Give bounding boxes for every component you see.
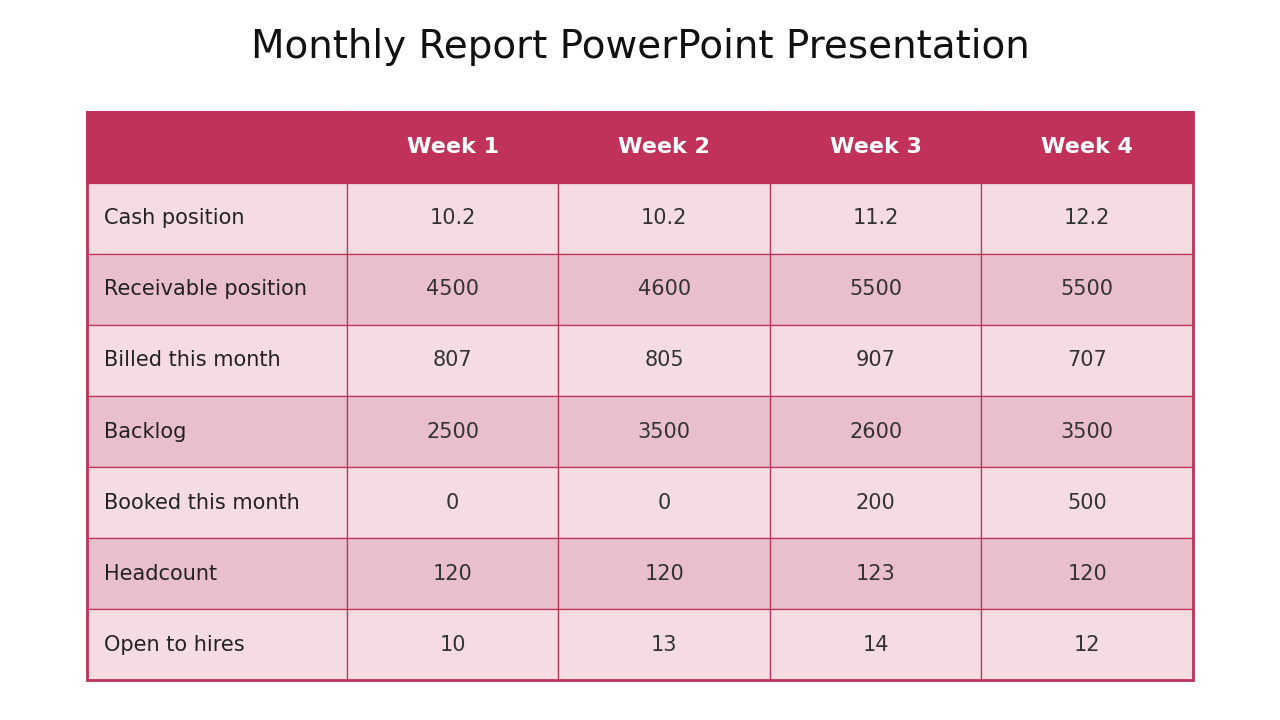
Text: Open to hires: Open to hires bbox=[104, 635, 244, 655]
Text: 3500: 3500 bbox=[1061, 421, 1114, 441]
Text: 120: 120 bbox=[1068, 564, 1107, 584]
Text: 14: 14 bbox=[863, 635, 888, 655]
Text: 10: 10 bbox=[439, 635, 466, 655]
Text: 120: 120 bbox=[433, 564, 472, 584]
Text: 4600: 4600 bbox=[637, 279, 691, 300]
Text: 10.2: 10.2 bbox=[430, 208, 476, 228]
Text: 10.2: 10.2 bbox=[641, 208, 687, 228]
Text: 807: 807 bbox=[433, 351, 472, 371]
Text: 805: 805 bbox=[644, 351, 684, 371]
Text: 120: 120 bbox=[644, 564, 684, 584]
Text: Week 3: Week 3 bbox=[829, 137, 922, 157]
Text: Week 1: Week 1 bbox=[407, 137, 499, 157]
Text: Week 2: Week 2 bbox=[618, 137, 710, 157]
Text: 2500: 2500 bbox=[426, 421, 479, 441]
Text: 3500: 3500 bbox=[637, 421, 691, 441]
Text: 12: 12 bbox=[1074, 635, 1101, 655]
Text: 0: 0 bbox=[445, 492, 460, 513]
Text: Week 4: Week 4 bbox=[1041, 137, 1133, 157]
Text: 200: 200 bbox=[856, 492, 896, 513]
Text: Receivable position: Receivable position bbox=[104, 279, 307, 300]
Text: Monthly Report PowerPoint Presentation: Monthly Report PowerPoint Presentation bbox=[251, 28, 1029, 66]
Text: 500: 500 bbox=[1068, 492, 1107, 513]
Text: Cash position: Cash position bbox=[104, 208, 244, 228]
Text: Booked this month: Booked this month bbox=[104, 492, 300, 513]
Text: 0: 0 bbox=[658, 492, 671, 513]
Text: 707: 707 bbox=[1068, 351, 1107, 371]
Text: 2600: 2600 bbox=[849, 421, 902, 441]
Text: 123: 123 bbox=[856, 564, 896, 584]
Text: 5500: 5500 bbox=[1061, 279, 1114, 300]
Text: Backlog: Backlog bbox=[104, 421, 186, 441]
Text: Headcount: Headcount bbox=[104, 564, 216, 584]
Text: 12.2: 12.2 bbox=[1064, 208, 1110, 228]
Text: 907: 907 bbox=[856, 351, 896, 371]
Text: Billed this month: Billed this month bbox=[104, 351, 280, 371]
Text: 4500: 4500 bbox=[426, 279, 479, 300]
Text: 11.2: 11.2 bbox=[852, 208, 899, 228]
Text: 13: 13 bbox=[652, 635, 677, 655]
Text: 5500: 5500 bbox=[849, 279, 902, 300]
